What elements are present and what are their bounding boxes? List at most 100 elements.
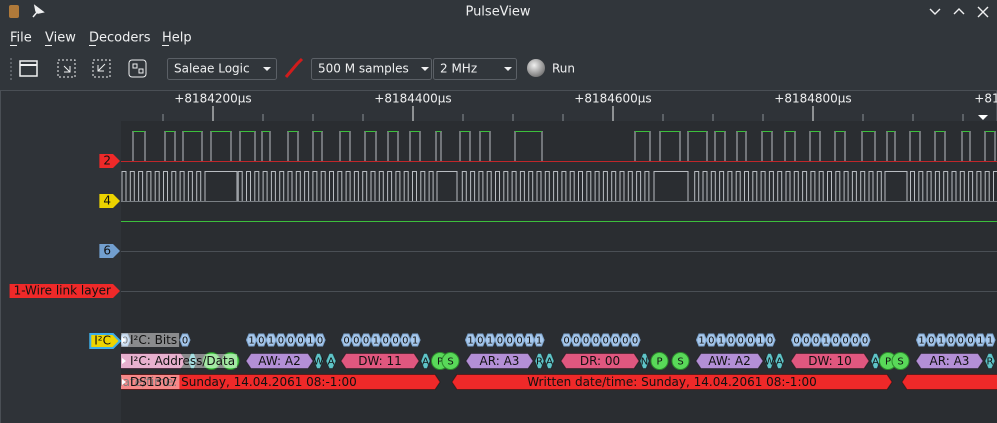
zoom-one-button[interactable] — [92, 59, 111, 78]
annotation — [544, 353, 555, 369]
device-combo[interactable] — [167, 58, 277, 80]
samples-combo[interactable] — [311, 58, 432, 80]
annotation — [187, 353, 198, 369]
bit-value: 0 — [862, 336, 868, 347]
annotation — [901, 374, 997, 390]
ds1307-annotation: Written date/time: Sunday, 14.04.2061 08… — [527, 375, 817, 389]
channel-tag[interactable] — [99, 244, 120, 258]
annotation — [891, 352, 910, 370]
annotation-label: DW: 11 — [358, 354, 402, 368]
ruler-label: +8184800µs — [774, 92, 851, 106]
annotation-label: S — [677, 357, 683, 368]
menu-item[interactable]: View — [45, 31, 76, 46]
annotation-label: A — [422, 357, 429, 368]
decoder-row-title: I²C: Address/Data — [130, 354, 235, 368]
run-indicator[interactable] — [527, 59, 545, 77]
bit-value: 0 — [728, 336, 734, 347]
bit-value: 1 — [938, 336, 944, 347]
annotation-label: A — [776, 357, 783, 368]
bit-value: 1 — [307, 336, 313, 347]
bit-value: 0 — [392, 336, 398, 347]
bit-value: 0 — [353, 336, 359, 347]
channel-label[interactable]: 4 — [103, 194, 111, 208]
bit-value: 0 — [573, 336, 579, 347]
annotation-label: S — [897, 357, 903, 368]
bit-value: 0 — [122, 336, 128, 347]
annotation-label: R — [987, 357, 994, 368]
channel-label[interactable]: I²C — [94, 334, 111, 348]
menu-item[interactable]: Help — [162, 31, 192, 46]
bit-annotation — [179, 333, 191, 347]
rate-combo[interactable] — [433, 58, 517, 80]
pin-icon[interactable] — [32, 4, 45, 18]
probe-icon[interactable] — [284, 57, 304, 78]
config-button[interactable] — [128, 59, 147, 78]
zoom-fit-button[interactable] — [57, 59, 76, 78]
bit-value: 0 — [948, 336, 954, 347]
bit-value: 0 — [583, 336, 589, 347]
annotation-label: AR: A3 — [480, 354, 520, 368]
channel-label[interactable]: 2 — [103, 154, 111, 168]
sample-rate[interactable]: 2 MHz — [440, 62, 477, 76]
row-expander[interactable] — [122, 358, 126, 364]
bit-value: 0 — [258, 336, 264, 347]
open-button[interactable] — [19, 60, 38, 77]
channel-tag[interactable] — [99, 154, 120, 168]
maximize-button[interactable] — [953, 8, 965, 15]
bit-annotation — [533, 333, 545, 347]
row-title-background — [121, 354, 238, 368]
bit-value: 0 — [497, 336, 503, 347]
window-title: PulseView — [465, 5, 530, 20]
combo-arrow — [504, 67, 512, 71]
run-button[interactable]: Run — [552, 62, 575, 76]
bit-value: 1 — [467, 336, 473, 347]
close-button[interactable] — [977, 6, 989, 18]
annotation-label: P — [885, 357, 891, 368]
annotation-label: W — [765, 357, 775, 368]
annotation-label: A — [872, 357, 879, 368]
channel-tag[interactable] — [9, 284, 120, 298]
bit-value: 0 — [928, 336, 934, 347]
annotation — [790, 353, 870, 369]
toolbar — [10, 57, 545, 80]
channel-tag[interactable] — [99, 194, 120, 208]
sample-count[interactable]: 500 M samples — [318, 62, 409, 76]
device-name[interactable]: Saleae Logic — [174, 62, 250, 76]
bit-value: 0 — [958, 336, 964, 347]
minimize-button[interactable] — [929, 8, 941, 15]
annotation — [121, 374, 441, 390]
bit-value: 1 — [536, 336, 542, 347]
row-expander[interactable] — [122, 379, 126, 385]
channel-label[interactable]: 1-Wire link layer — [14, 284, 111, 298]
bit-value: 1 — [412, 336, 418, 347]
row-expander[interactable] — [122, 337, 126, 343]
ruler-label: +8184200µs — [174, 92, 251, 106]
bit-value: 0 — [593, 336, 599, 347]
annotation — [650, 352, 669, 370]
bit-value: 1 — [718, 336, 724, 347]
annotation — [451, 374, 893, 390]
ruler-label: +8185000µs — [974, 92, 997, 106]
bit-value: 1 — [373, 336, 379, 347]
bit-value: 0 — [852, 336, 858, 347]
channel-4-waveform — [121, 171, 997, 202]
annotation — [764, 353, 775, 369]
annotation-label: P — [437, 357, 443, 368]
traces: 0010100010000100011010001100000000101000… — [121, 131, 997, 390]
annotation — [534, 353, 545, 369]
row-title-background — [121, 333, 180, 347]
annotation-label: DW: 10 — [808, 354, 852, 368]
annotation — [340, 353, 420, 369]
row-title-background — [121, 375, 180, 389]
title-bar: PulseView — [9, 4, 989, 20]
channel-label[interactable]: 6 — [103, 244, 111, 258]
bit-value: 0 — [747, 336, 753, 347]
bit-value: 0 — [833, 336, 839, 347]
channel-tag[interactable] — [89, 333, 122, 349]
bit-value: 0 — [477, 336, 483, 347]
menu-item[interactable]: File — [10, 31, 32, 46]
bit-annotation — [764, 333, 776, 347]
annotation — [465, 353, 534, 369]
menu-item[interactable]: Decoders — [89, 31, 151, 46]
